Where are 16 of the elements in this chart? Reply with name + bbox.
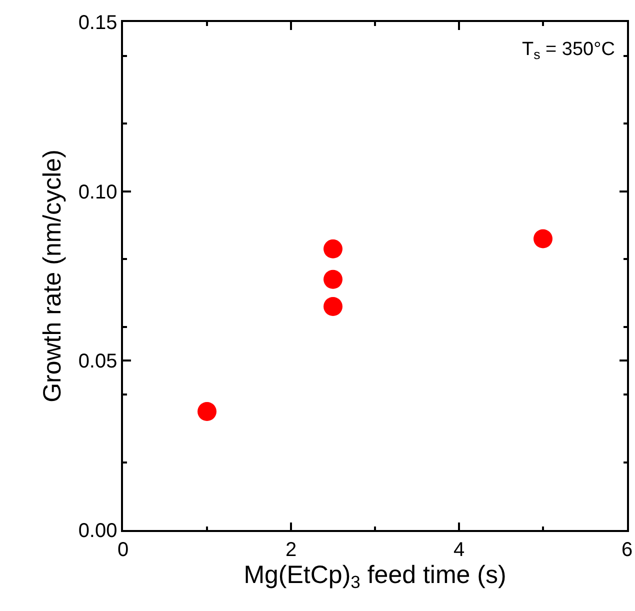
y-tick-label: 0.15 [78,12,118,34]
y-tick-label: 0.00 [78,520,118,542]
y-axis-title: Growth rate (nm/cycle) [38,150,67,402]
point [198,402,216,421]
x-tick-label: 4 [453,538,465,561]
point [534,229,552,248]
annotation: T$_{s}$ = 350°C [522,39,615,62]
point [324,239,342,258]
x-tick-label: 6 [621,538,633,561]
point [324,296,342,316]
x-axis-title: Mg(EtCp)$_{3}$ feed time (s) [244,560,506,592]
x-tick-label: 2 [285,538,297,561]
y-tick-label: 0.10 [78,181,118,204]
point [324,270,342,289]
y-tick-label: 0.05 [78,350,118,373]
x-tick-label: 0 [117,538,129,561]
